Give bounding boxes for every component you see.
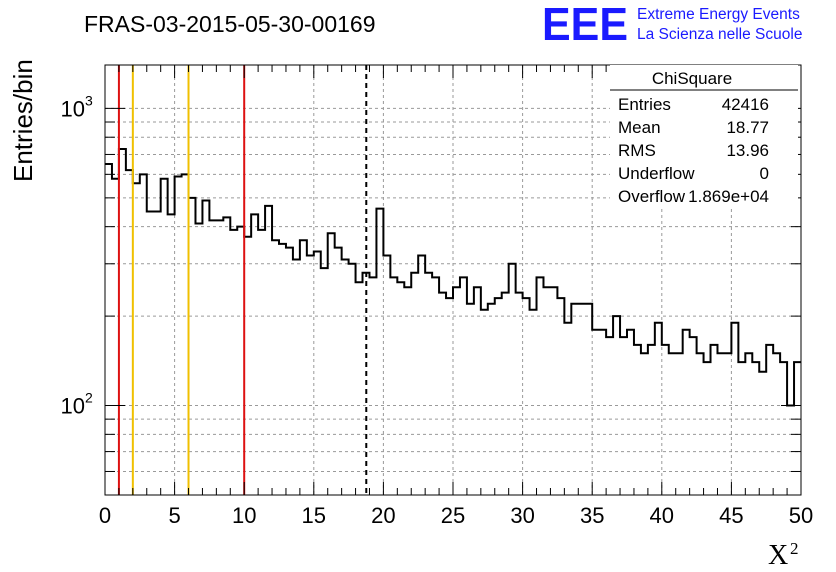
eee-logo-line1: Extreme Energy Events [637,6,800,23]
stats-row-value: 0 [760,164,769,183]
eee-logo: EEE Extreme Energy Events La Scienza nel… [542,0,802,50]
y-tick-label: 10 [61,394,85,419]
x-tick-label: 50 [789,503,813,528]
stats-row-value: 13.96 [726,141,769,160]
x-axis-label-superscript: 2 [790,539,799,558]
stats-row-label: RMS [618,141,656,160]
x-tick-label: 35 [580,503,604,528]
stats-row-value: 1.869e+04 [688,187,769,206]
stats-box-title: ChiSquare [652,69,732,88]
stats-row-value: 18.77 [726,118,769,137]
x-tick-label: 0 [99,503,111,528]
grid [105,65,801,496]
x-tick-label: 5 [168,503,180,528]
x-tick-label: 30 [510,503,534,528]
y-tick-label-exponent: 3 [85,92,93,108]
eee-logo-mark: EEE [542,0,628,50]
stats-box-frame [610,65,798,207]
chart-title: FRAS-03-2015-05-30-00169 [84,11,376,37]
eee-logo-line2: La Scienza nelle Scuole [637,26,802,43]
x-axis-label-base: X [768,540,788,571]
stats-box: ChiSquare Entries 42416 Mean 18.77 RMS 13.96 U… [610,65,798,207]
y-axis-label: Entries/bin [8,59,38,182]
stats-row-label: Mean [618,118,661,137]
y-tick-label-exponent: 2 [85,390,93,406]
stats-row-value: 42416 [722,95,769,114]
x-tick-label: 40 [650,503,674,528]
y-tick-label: 10 [61,96,85,121]
x-tick-label: 20 [371,503,395,528]
x-tick-label: 45 [719,503,743,528]
x-axis-label: X 2 [768,539,799,571]
x-tick-label: 10 [232,503,256,528]
histogram-series [105,148,801,407]
stats-row-label: Entries [618,95,671,114]
x-tick-label: 15 [302,503,326,528]
stats-box-rows: Entries 42416 Mean 18.77 RMS 13.96 Underflow 0 O… [618,95,769,206]
x-tick-label: 25 [441,503,465,528]
marker-lines [117,65,368,495]
stats-row-label: Overflow [618,187,686,206]
stats-row-label: Underflow [618,164,695,183]
